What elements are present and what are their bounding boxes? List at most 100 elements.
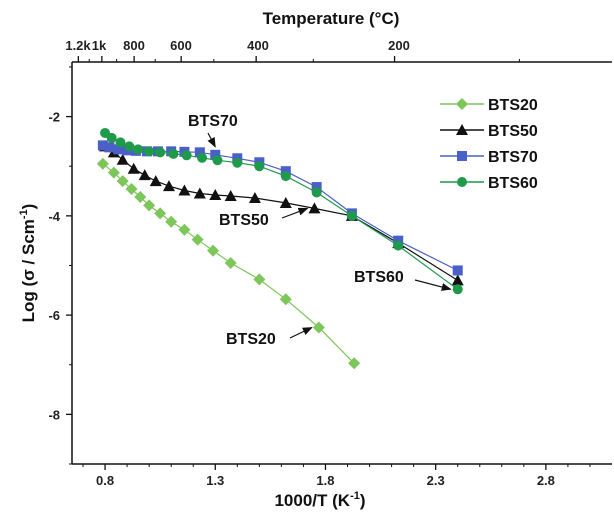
legend-marker [456,98,468,110]
data-point [224,190,237,201]
data-point [348,357,361,370]
legend-marker [456,124,468,135]
y-tick-label: -2 [48,110,60,125]
y-axis-title-sup: -1 [18,209,30,219]
data-point [197,152,208,163]
x-tick-label: 1.3 [206,473,224,488]
top-tick-label: 400 [247,38,269,53]
data-point [212,155,223,166]
data-point [162,180,175,192]
data-point [346,210,357,221]
legend-marker [457,177,467,187]
annotation-arrow [207,132,216,148]
data-point [115,137,126,148]
data-point [279,196,292,208]
data-point [312,321,325,334]
legend-entry: BTS60 [440,175,538,192]
series-line [102,163,355,364]
data-point [452,284,463,295]
series-bts20 [96,157,361,370]
annotation: BTS20 [226,326,313,348]
x-tick-label: 1.8 [316,473,334,488]
annotations-layer: BTS70 BTS50 BTS60 BTS20 [188,113,452,348]
data-point [143,199,156,212]
data-point [165,215,178,228]
data-point [104,142,115,153]
annotation: BTS50 [219,207,309,229]
legend-entry: BTS70 [440,149,538,166]
x-tick-label: 2.8 [537,473,555,488]
y-tick-label: -4 [48,209,60,224]
x-axis-title: 1000/T (K-1) [274,490,365,510]
top-tick-label: 600 [170,38,192,53]
data-point [308,202,321,214]
annotation: BTS70 [188,113,238,148]
data-point [178,184,191,196]
data-point [155,147,166,158]
annotation-arrow [414,279,452,291]
legend: BTS20 BTS50 BTS70 BTS60 [440,97,538,192]
y-axis-title-main: Log (σ / Scm [19,219,38,322]
data-point [106,132,117,143]
legend-entry: BTS50 [440,123,538,140]
data-point [210,149,221,160]
data-point [181,150,192,161]
annotation-arrow [281,207,309,219]
data-point [125,183,138,196]
data-point [248,191,261,203]
data-point [253,273,266,286]
data-point [124,141,135,152]
top-tick-label: 800 [123,38,145,53]
data-point [311,182,322,193]
data-point [97,140,108,151]
annotation: BTS60 [354,269,452,291]
y-tick-label: -8 [48,407,60,422]
data-point [254,161,265,172]
data-point [149,175,162,187]
data-point [96,157,109,170]
x-tick-label: 0.8 [96,473,114,488]
data-point [116,175,129,188]
data-point [279,293,292,306]
data-point [393,240,404,251]
data-point [451,274,464,286]
data-point [452,265,463,276]
data-point [138,169,151,181]
data-point [127,162,140,174]
data-point [168,148,179,159]
x-axis-title-sup: -1 [350,490,360,502]
x-axis-title-end: ) [360,491,366,510]
data-point [113,144,124,155]
data-point [232,157,243,168]
annotation-label: BTS50 [219,212,269,229]
y-axis-title-end: ) [19,204,38,210]
annotation-arrow [289,326,313,339]
annotation-label: BTS70 [188,113,238,130]
legend-label: BTS20 [488,97,538,114]
legend-label: BTS50 [488,123,538,140]
data-point [134,190,147,203]
y-axis-title: Log (σ / Scm-1) [18,204,38,323]
annotation-label: BTS20 [226,331,276,348]
annotation-label: BTS60 [354,269,404,286]
data-point [154,207,167,220]
data-point [224,257,237,269]
data-point [133,144,144,155]
data-point [144,146,155,157]
data-point [107,166,120,179]
data-point [193,187,206,199]
series-bts50 [99,140,464,286]
top-tick-label: 1k [92,38,107,53]
y-tick-label: -6 [48,308,60,323]
data-point [280,171,291,182]
data-point [311,187,322,198]
data-point [178,223,191,236]
series-bts60 [100,127,463,295]
data-point [116,153,129,165]
top-tick-label: 200 [388,38,410,53]
series-layer [96,127,464,370]
data-point [194,147,205,158]
legend-entry: BTS20 [440,97,538,114]
legend-label: BTS70 [488,149,538,166]
